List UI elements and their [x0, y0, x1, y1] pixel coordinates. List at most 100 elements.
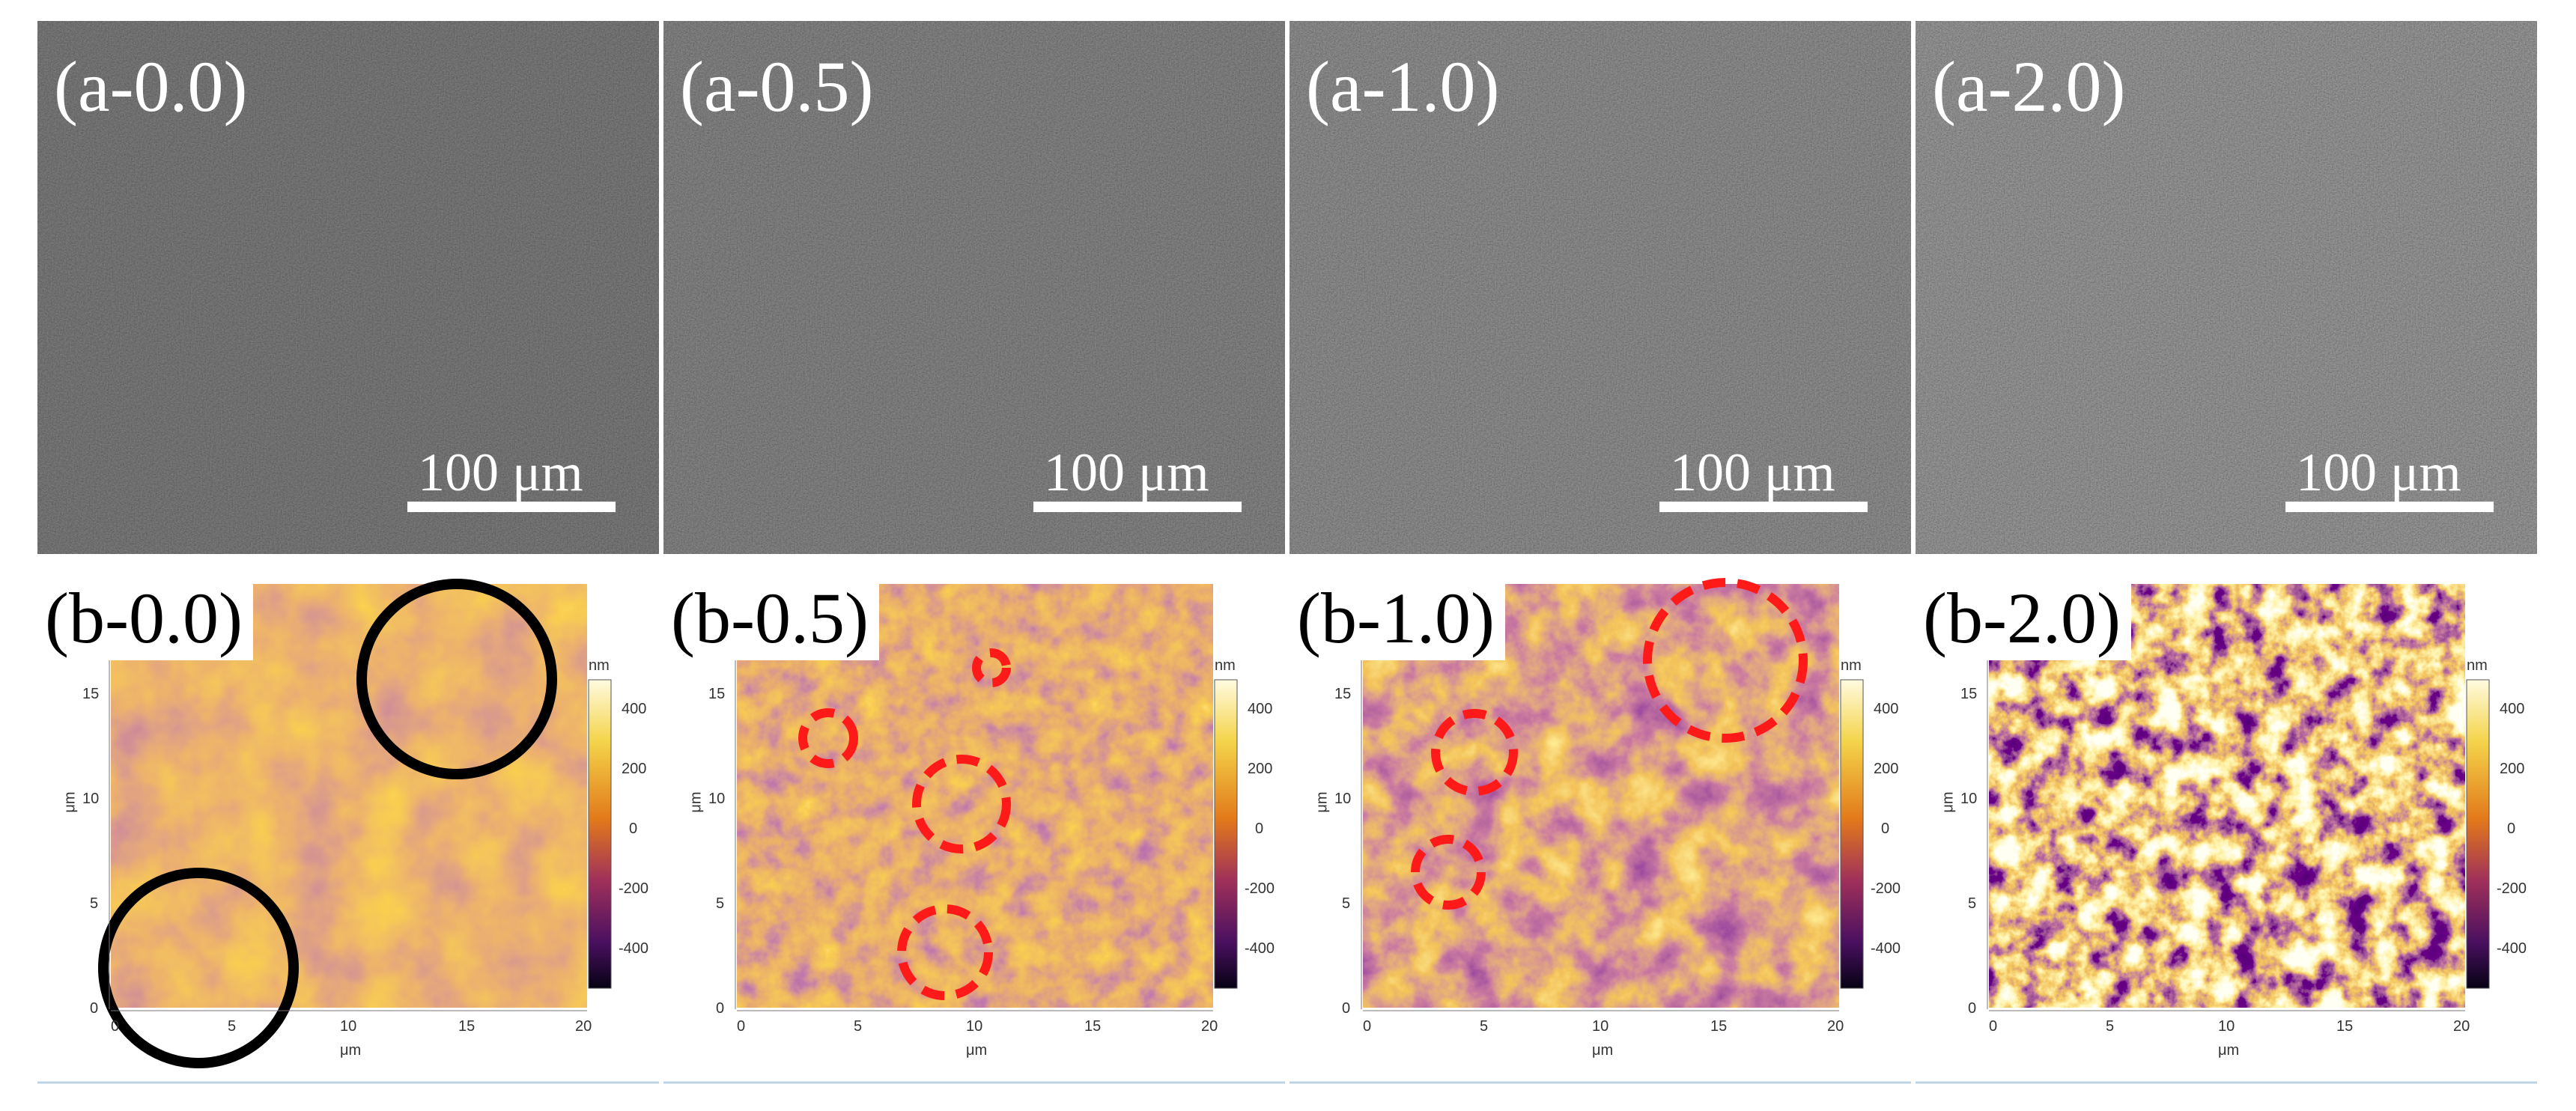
y-tick: 0 — [1968, 1000, 1977, 1017]
y-tick: 10 — [708, 791, 726, 807]
scale-bar — [1659, 502, 1868, 512]
y-tick: 5 — [1968, 895, 1977, 912]
annotation-circle — [98, 868, 299, 1068]
x-tick: 15 — [2336, 1018, 2354, 1035]
panel-label: (b-0.0) — [37, 569, 253, 660]
x-tick: 0 — [111, 1018, 120, 1035]
scale-bar-label: 100 μm — [1670, 442, 1835, 502]
annotation-circle — [1411, 835, 1486, 910]
panel-label: (a-2.0) — [1932, 46, 2126, 127]
x-tick: 20 — [1827, 1018, 1844, 1035]
x-tick: 20 — [1201, 1018, 1218, 1035]
annotation-circle — [1643, 578, 1808, 743]
panel-label: (a-1.0) — [1306, 46, 1500, 127]
colorbar-tick: 400 — [1874, 701, 1899, 717]
y-tick: 15 — [1334, 686, 1352, 702]
annotation-circle — [912, 755, 1011, 853]
y-tick: 15 — [82, 686, 100, 702]
afm-panel-b-0-5: (b-0.5) 0 5 10 15 20 μm 0 5 10 15 μm nm … — [663, 569, 1285, 1093]
y-tick: 0 — [1342, 1000, 1351, 1017]
x-tick: 20 — [2453, 1018, 2470, 1035]
x-tick: 5 — [1480, 1018, 1489, 1035]
colorbar-tick: 400 — [622, 701, 647, 717]
colorbar-tick: 0 — [629, 821, 638, 837]
colorbar-tick: 400 — [2500, 701, 2525, 717]
colorbar — [1840, 679, 1864, 989]
colorbar-tick: -200 — [2497, 880, 2527, 897]
y-tick: 0 — [90, 1000, 99, 1017]
colorbar-tick: 200 — [622, 761, 647, 777]
scale-bar-label: 100 μm — [418, 442, 583, 502]
colorbar-tick: -200 — [1245, 880, 1275, 897]
y-tick: 5 — [716, 895, 725, 912]
x-unit: μm — [2218, 1042, 2240, 1059]
sem-panel-a-1-0: (a-1.0) 100 μm — [1289, 21, 1911, 554]
x-tick: 5 — [2106, 1018, 2115, 1035]
y-tick: 10 — [82, 791, 100, 807]
y-tick: 5 — [90, 895, 99, 912]
x-tick: 15 — [1710, 1018, 1728, 1035]
panel-label: (a-0.5) — [680, 46, 874, 127]
colorbar-tick: -200 — [619, 880, 649, 897]
colorbar-tick: -400 — [1871, 940, 1901, 957]
colorbar-tick: 0 — [1255, 821, 1264, 837]
colorbar-tick: -400 — [2497, 940, 2527, 957]
y-unit: μm — [687, 791, 705, 813]
annotation-circle — [356, 579, 557, 779]
y-unit: μm — [61, 791, 79, 813]
afm-panel-b-1-0: (b-1.0) 0 5 10 15 20 μm 0 5 10 15 μm nm … — [1289, 569, 1911, 1093]
colorbar-unit: nm — [2467, 657, 2488, 674]
colorbar-tick: 0 — [2507, 821, 2516, 837]
colorbar — [2466, 679, 2490, 989]
x-tick: 10 — [2218, 1018, 2235, 1035]
x-tick: 0 — [737, 1018, 746, 1035]
colorbar-unit: nm — [1841, 657, 1862, 674]
scale-bar — [1033, 502, 1242, 512]
x-tick: 15 — [458, 1018, 476, 1035]
x-tick: 20 — [575, 1018, 592, 1035]
panel-label: (a-0.0) — [54, 46, 248, 127]
scale-bar-label: 100 μm — [1044, 442, 1209, 502]
colorbar-tick: -200 — [1871, 880, 1901, 897]
annotation-circle — [897, 904, 993, 1000]
sem-panel-a-2-0: (a-2.0) 100 μm — [1916, 21, 2537, 554]
y-tick: 5 — [1342, 895, 1351, 912]
colorbar-tick: -400 — [1245, 940, 1275, 957]
colorbar-tick: 200 — [1874, 761, 1899, 777]
colorbar-tick: 400 — [1248, 701, 1273, 717]
x-unit: μm — [966, 1042, 988, 1059]
y-tick: 10 — [1960, 791, 1978, 807]
sem-panel-a-0-0: (a-0.0) 100 μm — [37, 21, 659, 554]
sem-panel-a-0-5: (a-0.5) 100 μm — [663, 21, 1285, 554]
y-tick: 15 — [1960, 686, 1978, 702]
afm-panel-b-2-0: (b-2.0) 0 5 10 15 20 μm 0 5 10 15 μm nm … — [1916, 569, 2537, 1093]
colorbar-unit: nm — [1215, 657, 1236, 674]
y-tick: 15 — [708, 686, 726, 702]
y-unit: μm — [1939, 791, 1957, 813]
x-tick: 0 — [1989, 1018, 1998, 1035]
x-tick: 10 — [966, 1018, 983, 1035]
panel-label: (b-1.0) — [1289, 569, 1505, 660]
scale-bar — [407, 502, 616, 512]
colorbar-tick: 200 — [2500, 761, 2525, 777]
x-unit: μm — [1592, 1042, 1614, 1059]
x-tick: 15 — [1084, 1018, 1102, 1035]
x-tick: 5 — [228, 1018, 237, 1035]
colorbar-tick: -400 — [619, 940, 649, 957]
colorbar — [588, 679, 612, 989]
annotation-circle — [972, 648, 1011, 687]
x-tick: 10 — [340, 1018, 357, 1035]
panel-label: (b-2.0) — [1916, 569, 2131, 660]
colorbar-tick: 200 — [1248, 761, 1273, 777]
y-tick: 10 — [1334, 791, 1352, 807]
colorbar-unit: nm — [589, 657, 610, 674]
afm-panel-b-0-0: (b-0.0) 0 5 10 15 20 μm 0 5 10 15 μm nm … — [37, 569, 659, 1093]
x-tick: 10 — [1592, 1018, 1609, 1035]
x-unit: μm — [340, 1042, 362, 1059]
annotation-circle — [798, 708, 858, 768]
scale-bar — [2285, 502, 2494, 512]
scale-bar-label: 100 μm — [2296, 442, 2461, 502]
colorbar-tick: 0 — [1881, 821, 1890, 837]
x-tick: 0 — [1363, 1018, 1372, 1035]
annotation-circle — [1431, 709, 1518, 796]
